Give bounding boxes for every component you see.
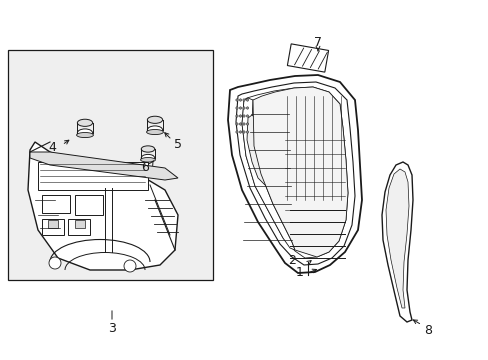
Polygon shape <box>252 87 347 257</box>
Polygon shape <box>227 75 361 273</box>
Ellipse shape <box>147 116 163 123</box>
Polygon shape <box>236 82 354 265</box>
Bar <box>8 50 213 280</box>
Ellipse shape <box>77 119 92 126</box>
Circle shape <box>246 115 248 117</box>
Ellipse shape <box>147 126 163 134</box>
Text: 5: 5 <box>174 139 182 152</box>
Circle shape <box>243 131 244 133</box>
Circle shape <box>235 99 238 101</box>
Ellipse shape <box>77 132 93 138</box>
Circle shape <box>246 131 248 133</box>
FancyBboxPatch shape <box>287 44 328 72</box>
Circle shape <box>239 131 241 133</box>
Bar <box>42 219 64 235</box>
Text: 2: 2 <box>287 253 295 266</box>
Circle shape <box>243 123 244 125</box>
Polygon shape <box>28 142 178 270</box>
Circle shape <box>243 115 244 117</box>
Bar <box>42 195 70 213</box>
Circle shape <box>246 107 248 109</box>
Text: 6: 6 <box>141 162 149 175</box>
Circle shape <box>235 115 238 117</box>
Circle shape <box>49 257 61 269</box>
Ellipse shape <box>146 130 163 135</box>
Ellipse shape <box>141 154 154 162</box>
Circle shape <box>239 123 241 125</box>
Text: 3: 3 <box>108 321 116 334</box>
Polygon shape <box>385 169 408 308</box>
Circle shape <box>243 99 244 101</box>
Circle shape <box>239 115 241 117</box>
Polygon shape <box>246 115 274 185</box>
Bar <box>75 195 103 215</box>
Bar <box>48 220 58 228</box>
Circle shape <box>246 123 248 125</box>
Circle shape <box>235 107 238 109</box>
Bar <box>68 219 90 235</box>
Ellipse shape <box>140 158 155 162</box>
Bar <box>38 162 148 190</box>
Text: 7: 7 <box>313 36 321 49</box>
Circle shape <box>235 131 238 133</box>
Polygon shape <box>381 162 412 322</box>
Polygon shape <box>30 152 178 180</box>
Ellipse shape <box>141 146 154 152</box>
Circle shape <box>235 123 238 125</box>
Bar <box>75 220 85 228</box>
Text: 4: 4 <box>48 141 56 154</box>
Text: 8: 8 <box>423 324 431 337</box>
Text: 1: 1 <box>295 265 304 279</box>
Ellipse shape <box>77 129 92 137</box>
Polygon shape <box>242 87 347 258</box>
Circle shape <box>239 99 241 101</box>
Circle shape <box>243 107 244 109</box>
Circle shape <box>239 107 241 109</box>
Circle shape <box>246 99 248 101</box>
Circle shape <box>124 260 136 272</box>
Polygon shape <box>242 98 294 250</box>
